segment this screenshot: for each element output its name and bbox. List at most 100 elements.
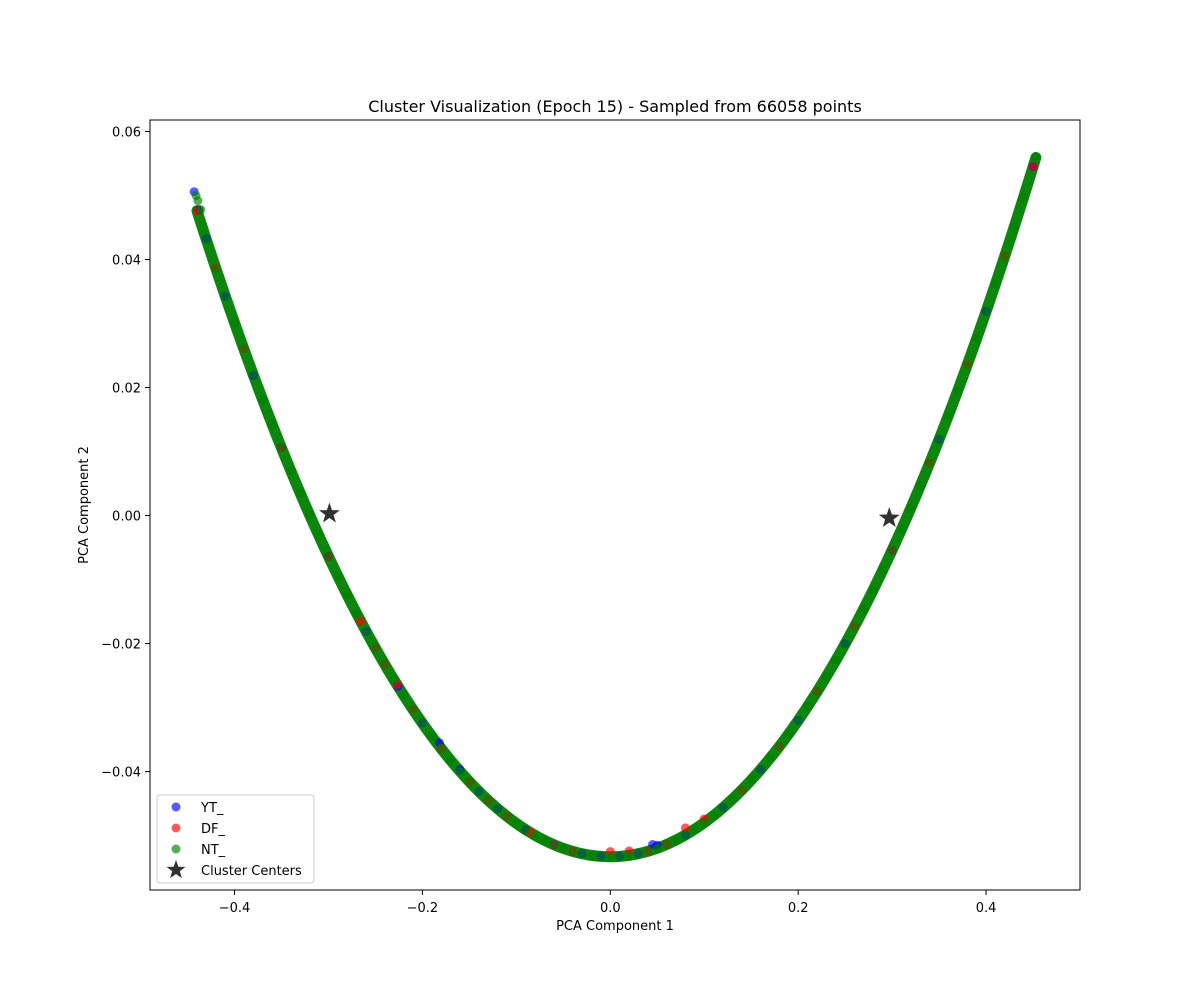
point-nt bbox=[831, 655, 841, 665]
point-nt bbox=[605, 852, 615, 862]
axes-frame bbox=[149, 119, 1081, 891]
point-nt bbox=[267, 419, 277, 429]
point-nt bbox=[530, 831, 540, 841]
point-nt bbox=[859, 603, 869, 613]
point-nt bbox=[361, 626, 371, 636]
point-nt bbox=[521, 825, 531, 835]
point-df bbox=[680, 823, 690, 833]
cluster-center-star bbox=[318, 502, 340, 523]
point-nt bbox=[925, 458, 935, 468]
point-nt bbox=[380, 660, 390, 670]
point-nt bbox=[596, 851, 606, 861]
y-tick-label: 0.04 bbox=[112, 254, 141, 269]
series-cluster-centers bbox=[318, 502, 900, 528]
point-nt bbox=[718, 802, 728, 812]
point-nt bbox=[784, 729, 794, 739]
legend-label-df: DF_ bbox=[201, 822, 225, 837]
point-nt bbox=[258, 395, 268, 405]
x-tick-label: 0.0 bbox=[600, 901, 621, 916]
point-nt bbox=[389, 675, 399, 685]
point-nt bbox=[502, 811, 512, 821]
point-nt bbox=[1031, 152, 1041, 162]
point-nt bbox=[972, 333, 982, 343]
point-nt bbox=[821, 671, 831, 681]
point-df bbox=[1028, 162, 1038, 172]
point-nt bbox=[323, 552, 333, 562]
point-nt bbox=[662, 840, 672, 850]
point-nt bbox=[633, 849, 643, 859]
point-nt bbox=[417, 718, 427, 728]
legend-marker-df bbox=[171, 823, 181, 833]
point-nt bbox=[540, 835, 550, 845]
point-nt bbox=[483, 795, 493, 805]
point-nt bbox=[399, 690, 409, 700]
point-nt bbox=[248, 370, 258, 380]
point-nt bbox=[690, 824, 700, 834]
point-nt bbox=[493, 804, 503, 814]
point-nt bbox=[746, 775, 756, 785]
legend-label-nt: NT_ bbox=[201, 843, 226, 858]
legend: YT_ DF_ NT_ Cluster Centers bbox=[156, 794, 315, 884]
plot-area bbox=[189, 152, 1042, 863]
point-nt bbox=[196, 205, 206, 215]
point-nt bbox=[868, 585, 878, 595]
point-nt bbox=[370, 643, 380, 653]
point-nt bbox=[624, 850, 634, 860]
legend-marker-yt bbox=[171, 802, 181, 812]
point-nt bbox=[427, 731, 437, 741]
point-nt bbox=[201, 235, 211, 245]
point-nt bbox=[943, 410, 953, 420]
point-nt bbox=[1009, 222, 1019, 232]
y-tick-label: 0.02 bbox=[112, 382, 141, 397]
point-nt bbox=[211, 264, 221, 273]
point-df bbox=[355, 616, 365, 626]
point-nt bbox=[934, 434, 944, 444]
point-nt bbox=[193, 196, 203, 206]
point-nt bbox=[812, 687, 822, 697]
point-nt bbox=[850, 621, 860, 631]
legend-marker-cluster-centers bbox=[166, 860, 186, 879]
point-nt bbox=[709, 811, 719, 821]
point-nt bbox=[577, 849, 587, 859]
point-nt bbox=[981, 306, 991, 316]
point-nt bbox=[737, 785, 747, 795]
point-nt bbox=[727, 794, 737, 804]
point-nt bbox=[887, 545, 897, 555]
point-nt bbox=[286, 466, 296, 476]
x-tick-label: −0.2 bbox=[407, 901, 439, 916]
point-nt bbox=[333, 571, 343, 581]
point-nt bbox=[511, 818, 521, 828]
point-nt bbox=[352, 608, 362, 618]
point-nt bbox=[652, 843, 662, 853]
point-nt bbox=[953, 385, 963, 395]
y-tick-label: 0.00 bbox=[112, 510, 141, 525]
point-nt bbox=[774, 742, 784, 752]
point-nt bbox=[962, 360, 972, 370]
series-nt bbox=[191, 152, 1041, 862]
point-nt bbox=[840, 639, 850, 649]
x-axis-label: PCA Component 1 bbox=[556, 919, 674, 934]
point-nt bbox=[239, 344, 249, 354]
y-tick-label: 0.06 bbox=[112, 126, 141, 141]
point-nt bbox=[568, 847, 578, 857]
point-nt bbox=[305, 510, 315, 520]
cluster-center-star bbox=[878, 507, 900, 528]
point-nt bbox=[230, 318, 240, 328]
x-tick-label: 0.2 bbox=[788, 901, 809, 916]
y-tick-label: −0.02 bbox=[101, 638, 141, 653]
point-nt bbox=[587, 850, 597, 860]
point-nt bbox=[906, 503, 916, 513]
point-nt bbox=[671, 835, 681, 845]
legend-label-yt: YT_ bbox=[200, 801, 224, 816]
axes: −0.4 −0.2 0.0 0.2 0.4 −0.04 −0.02 0.00 0.02 0.04 0… bbox=[101, 119, 1081, 916]
point-nt bbox=[643, 846, 653, 856]
point-nt bbox=[990, 279, 1000, 289]
x-tick-label: −0.4 bbox=[219, 901, 251, 916]
point-nt bbox=[342, 590, 352, 600]
point-nt bbox=[897, 524, 907, 534]
x-tick-label: 0.4 bbox=[976, 901, 997, 916]
point-nt bbox=[765, 753, 775, 763]
point-nt bbox=[756, 765, 766, 775]
point-nt bbox=[446, 755, 456, 765]
point-nt bbox=[615, 851, 625, 861]
